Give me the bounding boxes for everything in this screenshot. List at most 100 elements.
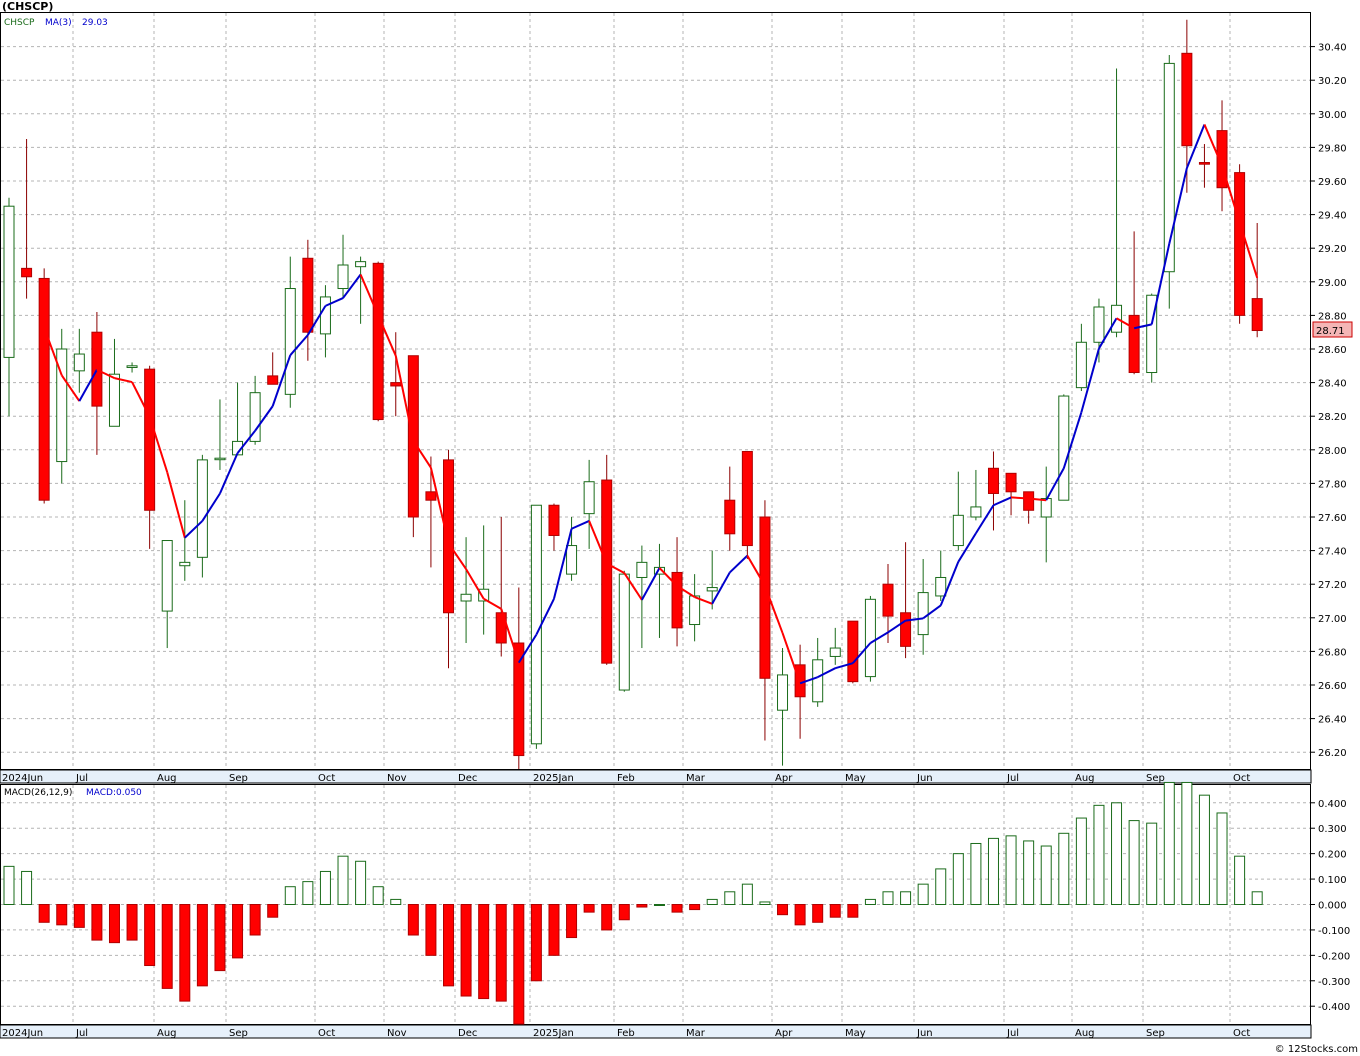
macd-bar-negative [548, 904, 560, 956]
ma-segment [1062, 411, 1083, 469]
ma-segment [307, 305, 327, 336]
candle-body-up [1075, 341, 1087, 389]
price-tick-label: 29.00 [1318, 278, 1347, 289]
ma-segment [500, 608, 520, 663]
macd-tick-label: -0.200 [1318, 951, 1350, 962]
candle [337, 234, 349, 299]
candle [1005, 472, 1017, 516]
price-tick-label: 29.60 [1318, 177, 1347, 188]
macd-bar-negative [671, 904, 683, 913]
ma-segment [1116, 317, 1135, 330]
price-tick-label: 28.40 [1318, 379, 1347, 390]
candle [1075, 323, 1087, 391]
price-tick-label: 27.60 [1318, 513, 1347, 524]
candle-body-down [144, 368, 156, 511]
macd-tick-label: -0.400 [1318, 1002, 1350, 1013]
candle [548, 503, 560, 551]
month-label: Apr [775, 773, 793, 784]
month-label: Jul [1006, 1028, 1019, 1039]
ma-segment [359, 274, 380, 316]
ma-segment [483, 597, 502, 610]
candle-body-down [1023, 491, 1035, 511]
macd-bar-negative [108, 904, 120, 944]
candle-body-down [847, 620, 859, 683]
chart-title: (CHSCP) [2, 0, 53, 13]
price-tick-label: 27.20 [1318, 580, 1347, 591]
ma-segment [236, 430, 256, 454]
ma-segment [429, 467, 450, 544]
candle [601, 454, 613, 665]
macd-bar-negative [179, 904, 191, 1002]
candle [1058, 394, 1070, 501]
macd-bar-negative [566, 904, 578, 939]
ma-segment [711, 571, 731, 605]
macd-bar-negative [478, 904, 490, 1000]
ma-segment [817, 667, 836, 679]
month-label: 2025Jan [533, 773, 574, 784]
ma-segment [271, 354, 292, 407]
ma-segment [799, 676, 819, 685]
month-label: Jun [916, 773, 933, 784]
price-tick-label: 30.00 [1318, 110, 1347, 121]
candle [583, 459, 595, 549]
macd-bar-positive [1216, 812, 1228, 905]
macd-bar-negative [601, 904, 613, 931]
ma-segment [588, 520, 608, 564]
ma-segment [465, 568, 485, 600]
ma-segment [201, 492, 221, 522]
ma-segment [166, 471, 186, 538]
macd-bar-positive [21, 870, 33, 906]
macd-bar-positive [653, 904, 665, 906]
candle [1216, 100, 1228, 212]
candle-body-up [56, 348, 68, 463]
candle-body-down [267, 375, 279, 385]
candle [671, 537, 683, 647]
ma-segment [1168, 167, 1188, 244]
candle [900, 542, 912, 659]
credit-text: © 12Stocks.com [1275, 1044, 1358, 1055]
ma-segment [852, 642, 872, 664]
candle [1181, 19, 1193, 193]
candle-body-up [108, 373, 120, 427]
macd-histogram [3, 781, 1263, 1025]
ma-segment [553, 528, 573, 600]
candle [161, 540, 173, 649]
ma-segment [1080, 348, 1100, 413]
candle-body-down [495, 612, 507, 644]
price-tick-label: 26.60 [1318, 681, 1347, 692]
price-tick-label: 30.20 [1318, 76, 1347, 87]
candle-body-down [1198, 162, 1210, 165]
candle [460, 537, 472, 643]
month-axis-macd: 2024Jun Jul Aug Sep Oct Nov Dec 2025Jan Feb Mar Ap… [2, 1028, 1250, 1039]
candle [372, 261, 384, 422]
candle-body-down [302, 257, 314, 333]
macd-bar-positive [706, 898, 718, 906]
price-tick-label: 29.80 [1318, 143, 1347, 154]
candle-body-up [214, 457, 226, 461]
ma-segment [412, 440, 432, 469]
moving-average-line [43, 124, 1259, 685]
candle-body-up [970, 506, 982, 518]
candle [1128, 231, 1140, 375]
price-tick-label: 30.40 [1318, 43, 1347, 54]
macd-bar-positive [1058, 832, 1070, 906]
month-label: Jun [916, 1028, 933, 1039]
macd-bar-negative [232, 904, 244, 959]
candle-body-down [882, 583, 894, 617]
candle-body-down [513, 642, 525, 757]
candle [864, 595, 876, 682]
month-label: Aug [1075, 1028, 1095, 1039]
price-tick-label: 29.20 [1318, 244, 1347, 255]
macd-bar-positive [1181, 781, 1193, 906]
macd-bar-positive [1234, 855, 1246, 905]
ma-segment [606, 562, 625, 574]
macd-bar-positive [882, 891, 894, 905]
price-tick-label: 28.80 [1318, 311, 1347, 322]
ma-segment [1238, 222, 1259, 279]
macd-bar-negative [126, 904, 138, 941]
candle-body-up [952, 514, 964, 547]
candle [126, 362, 138, 373]
macd-bar-positive [3, 865, 15, 905]
candle-body-up [689, 595, 701, 626]
